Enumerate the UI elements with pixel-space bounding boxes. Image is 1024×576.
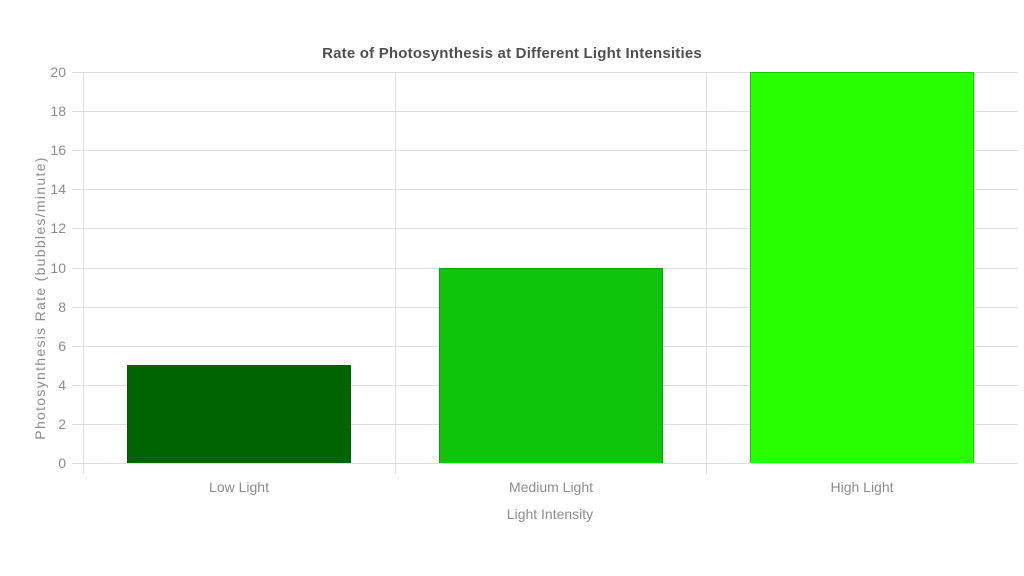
x-category-label: High Light xyxy=(830,479,894,495)
y-tick-label: 16 xyxy=(50,142,66,158)
y-tick-label: 10 xyxy=(50,260,66,276)
x-axis-title: Light Intensity xyxy=(506,506,594,522)
y-tick-label: 12 xyxy=(50,220,66,236)
y-tick-label: 2 xyxy=(58,416,66,432)
y-tick-label: 20 xyxy=(50,64,66,80)
x-category-label: Medium Light xyxy=(508,479,594,495)
y-tick-label: 6 xyxy=(58,338,66,354)
bar-medium-light xyxy=(439,268,663,463)
x-gridline xyxy=(395,72,396,474)
y-tick-label: 14 xyxy=(50,181,66,197)
y-gridline xyxy=(72,111,1018,112)
y-gridline xyxy=(72,189,1018,190)
y-gridline xyxy=(72,72,1018,73)
y-gridline xyxy=(72,463,1018,464)
y-tick-label: 0 xyxy=(58,455,66,471)
y-gridline xyxy=(72,150,1018,151)
chart-title: Rate of Photosynthesis at Different Ligh… xyxy=(322,45,702,62)
y-gridline xyxy=(72,228,1018,229)
y-axis-spine xyxy=(83,72,84,474)
y-tick-label: 18 xyxy=(50,103,66,119)
x-category-label: Low Light xyxy=(209,479,269,495)
y-tick-label: 8 xyxy=(58,299,66,315)
x-gridline xyxy=(706,72,707,474)
bar-low-light xyxy=(127,365,351,463)
y-tick-label: 4 xyxy=(58,377,66,393)
bar-high-light xyxy=(750,72,974,463)
